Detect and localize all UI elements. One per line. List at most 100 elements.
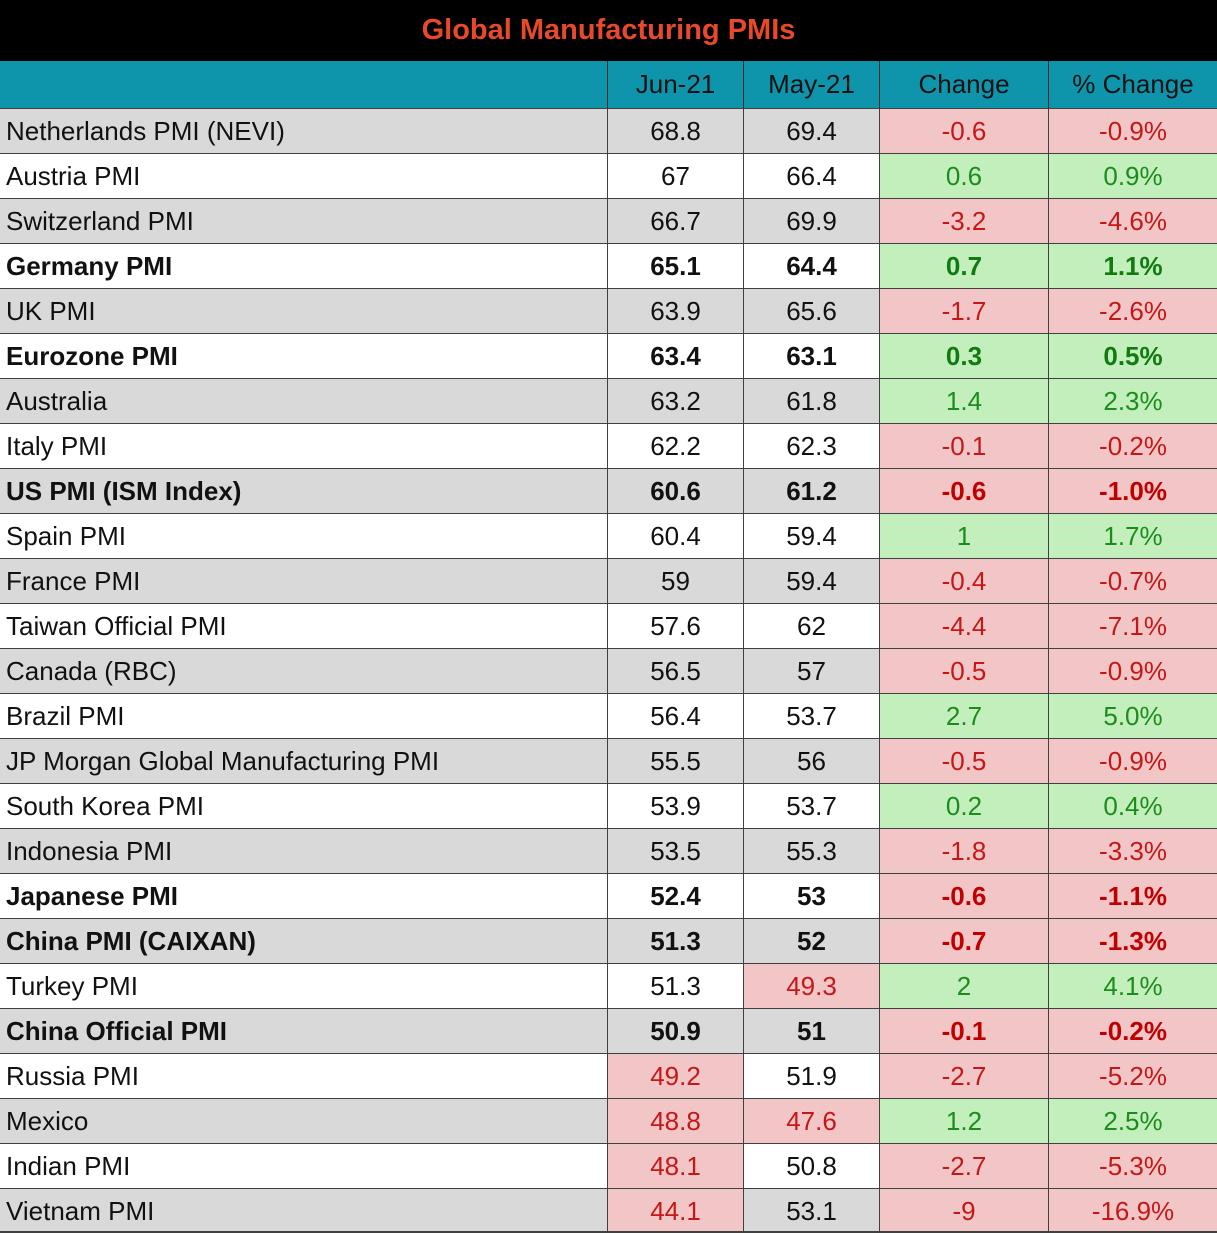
row-may-21: 47.6	[743, 1099, 879, 1143]
table-row: China PMI (CAIXAN) 51.3 52 -0.7 -1.3%	[0, 918, 1217, 963]
table-row: Germany PMI 65.1 64.4 0.7 1.1%	[0, 243, 1217, 288]
row-jun-21: 63.2	[607, 379, 743, 423]
row-may-21: 65.6	[743, 289, 879, 333]
table-row: South Korea PMI 53.9 53.7 0.2 0.4%	[0, 783, 1217, 828]
row-pct-change: 0.9%	[1048, 154, 1217, 198]
row-may-21: 56	[743, 739, 879, 783]
row-jun-21: 57.6	[607, 604, 743, 648]
row-name: Canada (RBC)	[6, 656, 177, 686]
row-may-21: 53.7	[743, 784, 879, 828]
table-row: Indonesia PMI 53.5 55.3 -1.8 -3.3%	[0, 828, 1217, 873]
row-pct-change: -0.2%	[1048, 424, 1217, 468]
row-jun-21: 67	[607, 154, 743, 198]
row-jun-21: 63.9	[607, 289, 743, 333]
row-pct-change: -3.3%	[1048, 829, 1217, 873]
row-name: Germany PMI	[6, 251, 173, 281]
row-may-21: 53.7	[743, 694, 879, 738]
row-name: Indian PMI	[6, 1151, 131, 1181]
row-may-21: 63.1	[743, 334, 879, 378]
row-pct-change: -0.7%	[1048, 559, 1217, 603]
row-change: 0.2	[879, 784, 1048, 828]
row-change: -2.7	[879, 1144, 1048, 1188]
header-pct-change: % Change	[1048, 61, 1217, 108]
table-row: JP Morgan Global Manufacturing PMI 55.5 56…	[0, 738, 1217, 783]
row-jun-21: 44.1	[607, 1189, 743, 1233]
row-name: Eurozone PMI	[6, 341, 178, 371]
table-row: Australia 63.2 61.8 1.4 2.3%	[0, 378, 1217, 423]
table-row: Austria PMI 67 66.4 0.6 0.9%	[0, 153, 1217, 198]
row-change: -9	[879, 1189, 1048, 1233]
table-row: France PMI 59 59.4 -0.4 -0.7%	[0, 558, 1217, 603]
row-change: -0.5	[879, 739, 1048, 783]
row-change: -3.2	[879, 199, 1048, 243]
row-change: 2	[879, 964, 1048, 1008]
table-row: UK PMI 63.9 65.6 -1.7 -2.6%	[0, 288, 1217, 333]
row-may-21: 53	[743, 874, 879, 918]
row-change: -1.7	[879, 289, 1048, 333]
row-name: Russia PMI	[6, 1061, 139, 1091]
row-jun-21: 60.6	[607, 469, 743, 513]
row-may-21: 53.1	[743, 1189, 879, 1233]
row-may-21: 51	[743, 1009, 879, 1053]
row-pct-change: 1.1%	[1048, 244, 1217, 288]
row-jun-21: 55.5	[607, 739, 743, 783]
row-name: China Official PMI	[6, 1016, 228, 1046]
row-jun-21: 48.1	[607, 1144, 743, 1188]
table-row: China Official PMI 50.9 51 -0.1 -0.2%	[0, 1008, 1217, 1053]
row-pct-change: -1.3%	[1048, 919, 1217, 963]
row-may-21: 57	[743, 649, 879, 693]
title-bar: Global Manufacturing PMIs	[0, 0, 1217, 61]
row-change: -0.4	[879, 559, 1048, 603]
table-row: Vietnam PMI 44.1 53.1 -9 -16.9%	[0, 1188, 1217, 1233]
row-name: Japanese PMI	[6, 881, 178, 911]
row-change: -0.7	[879, 919, 1048, 963]
row-jun-21: 62.2	[607, 424, 743, 468]
row-name: Indonesia PMI	[6, 836, 173, 866]
row-jun-21: 66.7	[607, 199, 743, 243]
row-pct-change: -1.0%	[1048, 469, 1217, 513]
row-name: JP Morgan Global Manufacturing PMI	[6, 746, 440, 776]
row-change: -0.6	[879, 469, 1048, 513]
row-name: US PMI (ISM Index)	[6, 476, 242, 506]
row-pct-change: 2.5%	[1048, 1099, 1217, 1143]
table-row: Russia PMI 49.2 51.9 -2.7 -5.2%	[0, 1053, 1217, 1098]
table-row: Taiwan Official PMI 57.6 62 -4.4 -7.1%	[0, 603, 1217, 648]
row-change: 1	[879, 514, 1048, 558]
row-jun-21: 53.9	[607, 784, 743, 828]
table-row: US PMI (ISM Index) 60.6 61.2 -0.6 -1.0%	[0, 468, 1217, 513]
row-jun-21: 49.2	[607, 1054, 743, 1098]
row-pct-change: 0.5%	[1048, 334, 1217, 378]
row-name: Mexico	[6, 1106, 89, 1136]
row-pct-change: -5.2%	[1048, 1054, 1217, 1098]
row-may-21: 64.4	[743, 244, 879, 288]
table-title: Global Manufacturing PMIs	[421, 14, 796, 46]
row-jun-21: 53.5	[607, 829, 743, 873]
row-change: -0.6	[879, 874, 1048, 918]
table-row: Canada (RBC) 56.5 57 -0.5 -0.9%	[0, 648, 1217, 693]
row-may-21: 62	[743, 604, 879, 648]
row-pct-change: 5.0%	[1048, 694, 1217, 738]
table-row: Turkey PMI 51.3 49.3 2 4.1%	[0, 963, 1217, 1008]
row-may-21: 69.4	[743, 109, 879, 153]
table-row: Switzerland PMI 66.7 69.9 -3.2 -4.6%	[0, 198, 1217, 243]
row-may-21: 49.3	[743, 964, 879, 1008]
row-name: Spain PMI	[6, 521, 126, 551]
row-change: 1.4	[879, 379, 1048, 423]
row-jun-21: 63.4	[607, 334, 743, 378]
row-change: -0.6	[879, 109, 1048, 153]
header-change: Change	[879, 61, 1048, 108]
header-name	[0, 61, 607, 108]
row-pct-change: -1.1%	[1048, 874, 1217, 918]
row-may-21: 55.3	[743, 829, 879, 873]
row-change: -0.1	[879, 1009, 1048, 1053]
table-row: Spain PMI 60.4 59.4 1 1.7%	[0, 513, 1217, 558]
table-row: Netherlands PMI (NEVI) 68.8 69.4 -0.6 -0.9%	[0, 108, 1217, 153]
row-may-21: 51.9	[743, 1054, 879, 1098]
row-pct-change: -7.1%	[1048, 604, 1217, 648]
row-name: Austria PMI	[6, 161, 141, 191]
row-jun-21: 56.5	[607, 649, 743, 693]
row-may-21: 59.4	[743, 559, 879, 603]
row-pct-change: -5.3%	[1048, 1144, 1217, 1188]
row-name: UK PMI	[6, 296, 96, 326]
row-change: 1.2	[879, 1099, 1048, 1143]
